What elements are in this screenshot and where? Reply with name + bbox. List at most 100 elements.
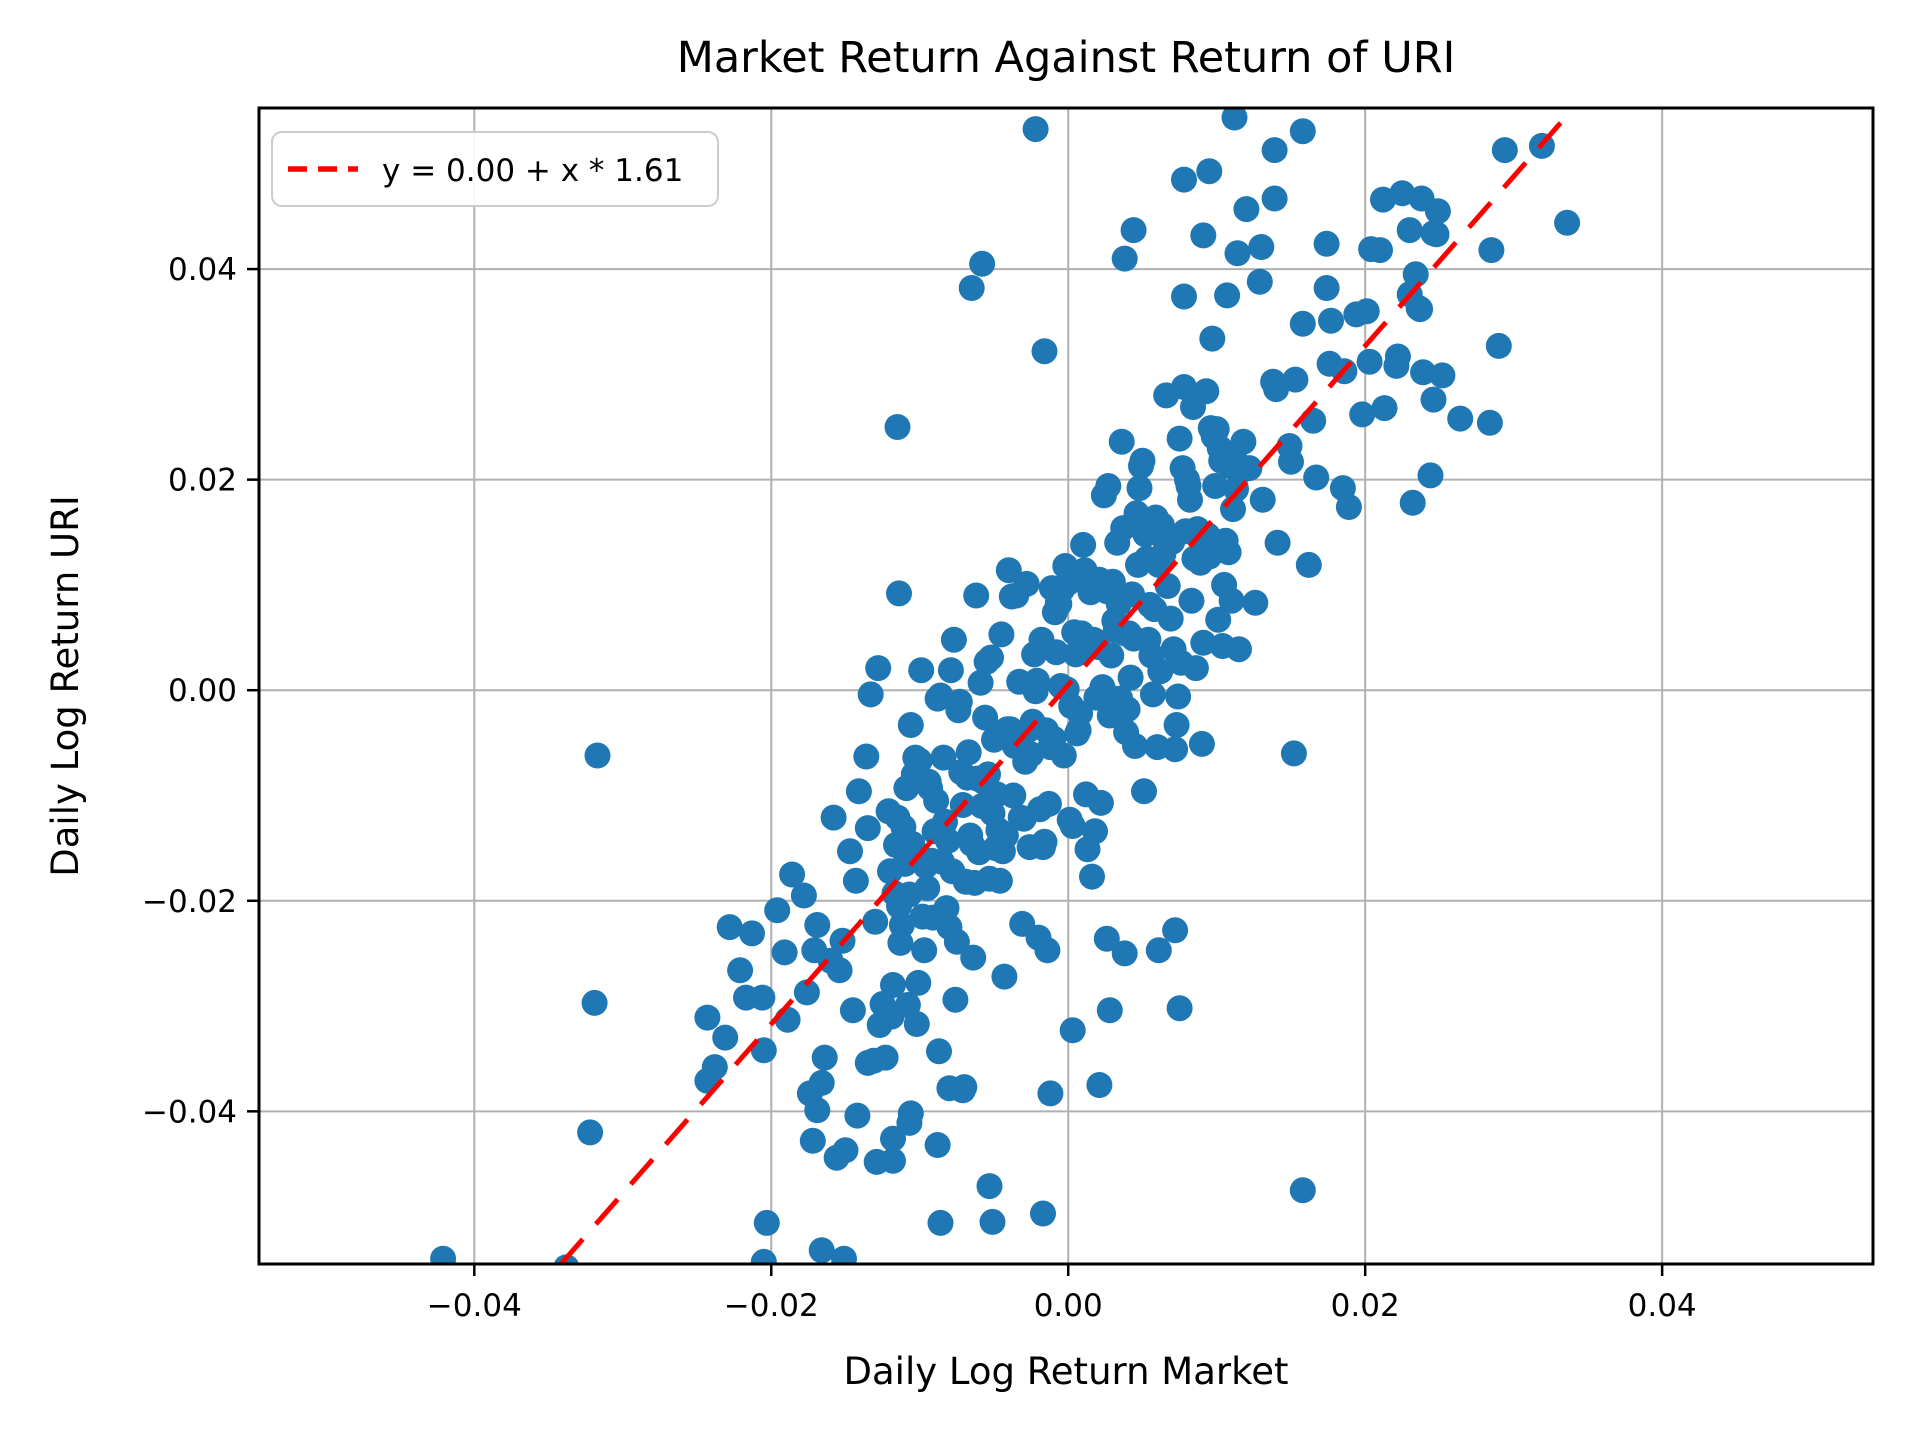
scatter-point bbox=[1022, 678, 1049, 705]
scatter-point bbox=[1108, 428, 1135, 455]
scatter-point bbox=[995, 557, 1022, 584]
scatter-point bbox=[1166, 425, 1193, 452]
scatter-point bbox=[1035, 790, 1062, 817]
scatter-point bbox=[1177, 486, 1203, 513]
y-axis-label: Daily Log Return URI bbox=[44, 495, 87, 876]
scatter-point bbox=[577, 1119, 604, 1146]
scatter-point bbox=[1408, 185, 1435, 212]
scatter-point bbox=[1087, 789, 1114, 816]
scatter-point bbox=[914, 875, 941, 902]
scatter-point bbox=[1246, 268, 1273, 295]
scatter-point bbox=[942, 986, 969, 1013]
fit-line bbox=[559, 108, 1576, 1264]
scatter-point bbox=[939, 858, 966, 885]
x-tick-label: 0.04 bbox=[1628, 1288, 1697, 1324]
scatter-point bbox=[1233, 196, 1260, 223]
scatter-point bbox=[1070, 531, 1097, 558]
scatter-point bbox=[1260, 368, 1287, 395]
scatter-point bbox=[1353, 298, 1380, 325]
scatter-point bbox=[893, 775, 920, 802]
scatter-point bbox=[926, 1038, 952, 1065]
scatter-point bbox=[862, 908, 889, 935]
scatter-point bbox=[1410, 359, 1437, 386]
scatter-point bbox=[839, 997, 866, 1024]
scatter-point bbox=[1190, 222, 1217, 249]
scatter-point bbox=[1476, 409, 1503, 436]
scatter-point bbox=[1163, 712, 1190, 738]
x-tick-label: 0.02 bbox=[1331, 1288, 1400, 1324]
scatter-point bbox=[831, 1245, 857, 1264]
scatter-point bbox=[979, 1208, 1006, 1235]
scatter-point bbox=[1202, 473, 1229, 499]
legend-label: y = 0.00 + x * 1.61 bbox=[382, 153, 683, 189]
scatter-point bbox=[976, 1173, 1003, 1200]
scatter-point bbox=[857, 681, 884, 708]
scatter-point bbox=[581, 989, 608, 1016]
scatter-point bbox=[1059, 1017, 1086, 1044]
scatter-point bbox=[1236, 455, 1263, 482]
scatter-point bbox=[973, 648, 1000, 675]
scatter-point bbox=[1171, 374, 1197, 400]
scatter-point bbox=[1485, 332, 1512, 359]
scatter-point bbox=[1478, 237, 1505, 264]
scatter-point bbox=[727, 957, 754, 984]
y-tick-label: −0.04 bbox=[142, 1094, 237, 1130]
scatter-point bbox=[1126, 475, 1153, 502]
scatter-point bbox=[1190, 629, 1217, 656]
scatter-point bbox=[1009, 910, 1036, 937]
scatter-point bbox=[1016, 834, 1043, 861]
scatter-point bbox=[1289, 310, 1316, 337]
scatter-point bbox=[992, 822, 1019, 849]
scatter-point bbox=[1313, 275, 1340, 301]
scatter-point bbox=[1104, 529, 1131, 556]
scatter-point bbox=[1249, 486, 1276, 513]
scatter-point bbox=[884, 414, 911, 440]
scatter-point bbox=[1046, 590, 1073, 617]
scatter-point bbox=[1447, 405, 1474, 432]
scatter-point bbox=[844, 1102, 871, 1129]
scatter-point bbox=[1052, 553, 1079, 579]
scatter-point bbox=[896, 1109, 923, 1136]
scatter-point bbox=[1214, 282, 1241, 309]
scatter-point bbox=[712, 1024, 739, 1051]
scatter-point bbox=[1141, 596, 1168, 623]
scatter-point bbox=[930, 744, 957, 771]
scatter-point bbox=[1218, 587, 1245, 614]
scatter-point bbox=[1206, 435, 1233, 462]
scatter-point bbox=[1076, 634, 1102, 660]
scatter-point bbox=[899, 830, 926, 857]
scatter-point bbox=[1261, 185, 1288, 212]
scatter-point bbox=[853, 743, 880, 770]
scatter-point bbox=[1123, 500, 1150, 527]
scatter-point bbox=[1182, 655, 1209, 682]
scatter-point bbox=[1280, 740, 1307, 767]
scatter-point bbox=[880, 1125, 906, 1152]
scatter-point bbox=[1194, 522, 1221, 549]
scatter-point bbox=[1147, 658, 1174, 685]
scatter-point bbox=[967, 669, 994, 696]
scatter-point bbox=[804, 912, 831, 938]
scatter-point bbox=[958, 275, 985, 301]
scatter-point bbox=[1139, 681, 1166, 708]
scatter-point bbox=[915, 768, 942, 795]
scatter-point bbox=[960, 944, 987, 971]
scatter-point bbox=[1096, 997, 1123, 1024]
scatter-point bbox=[986, 867, 1013, 894]
scatter-point bbox=[1420, 220, 1447, 247]
scatter-point bbox=[1159, 528, 1186, 555]
scatter-point bbox=[1335, 494, 1362, 520]
scatter-point bbox=[764, 897, 791, 924]
scatter-point bbox=[897, 712, 924, 738]
scatter-point bbox=[1196, 158, 1223, 185]
scatter-point bbox=[937, 657, 964, 684]
scatter-point bbox=[1145, 937, 1172, 964]
scatter-point bbox=[902, 744, 929, 771]
scatter-point bbox=[837, 838, 863, 865]
scatter-point bbox=[866, 1012, 893, 1038]
scatter-point bbox=[957, 822, 984, 849]
legend-box bbox=[271, 131, 719, 207]
scatter-point bbox=[1165, 683, 1192, 710]
scatter-point bbox=[793, 979, 820, 1006]
scatter-point bbox=[1093, 925, 1120, 952]
y-tick-label: 0.02 bbox=[168, 463, 237, 499]
